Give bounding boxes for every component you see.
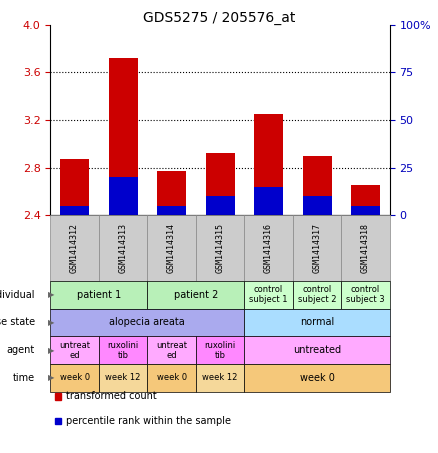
Bar xyxy=(205,196,235,215)
Bar xyxy=(60,206,89,215)
Bar xyxy=(351,185,380,215)
Text: GSM1414318: GSM1414318 xyxy=(361,223,370,273)
Text: disease state: disease state xyxy=(0,318,35,328)
Text: untreat
ed: untreat ed xyxy=(156,341,187,360)
Text: ruxolini
tib: ruxolini tib xyxy=(205,341,236,360)
Text: week 0: week 0 xyxy=(300,373,335,383)
Text: normal: normal xyxy=(300,318,334,328)
Text: GDS5275 / 205576_at: GDS5275 / 205576_at xyxy=(143,11,295,25)
Bar xyxy=(254,114,283,215)
Text: transformed count: transformed count xyxy=(66,391,157,401)
Text: alopecia areata: alopecia areata xyxy=(110,318,185,328)
Text: ▶: ▶ xyxy=(48,346,55,355)
Bar xyxy=(254,187,283,215)
Text: ▶: ▶ xyxy=(48,373,55,382)
Text: control
subject 2: control subject 2 xyxy=(298,285,336,304)
Text: GSM1414313: GSM1414313 xyxy=(119,223,127,273)
Bar xyxy=(109,177,138,215)
Bar xyxy=(157,171,186,215)
Bar xyxy=(303,196,332,215)
Text: week 12: week 12 xyxy=(202,373,238,382)
Text: untreated: untreated xyxy=(293,345,341,355)
Text: GSM1414314: GSM1414314 xyxy=(167,223,176,273)
Text: week 12: week 12 xyxy=(106,373,141,382)
Text: control
subject 1: control subject 1 xyxy=(249,285,288,304)
Text: ▶: ▶ xyxy=(48,318,55,327)
Text: agent: agent xyxy=(7,345,35,355)
Text: patient 2: patient 2 xyxy=(173,290,218,300)
Text: GSM1414312: GSM1414312 xyxy=(70,223,79,273)
Text: GSM1414317: GSM1414317 xyxy=(313,223,321,273)
Text: ruxolini
tib: ruxolini tib xyxy=(107,341,139,360)
Text: patient 1: patient 1 xyxy=(77,290,121,300)
Bar xyxy=(205,153,235,215)
Text: week 0: week 0 xyxy=(60,373,90,382)
Bar xyxy=(351,206,380,215)
Bar xyxy=(303,156,332,215)
Text: GSM1414315: GSM1414315 xyxy=(215,223,225,273)
Text: GSM1414316: GSM1414316 xyxy=(264,223,273,273)
Text: week 0: week 0 xyxy=(156,373,187,382)
Bar xyxy=(109,58,138,215)
Text: ▶: ▶ xyxy=(48,290,55,299)
Text: percentile rank within the sample: percentile rank within the sample xyxy=(66,416,231,426)
Text: time: time xyxy=(13,373,35,383)
Bar xyxy=(60,159,89,215)
Text: untreat
ed: untreat ed xyxy=(59,341,90,360)
Text: individual: individual xyxy=(0,290,35,300)
Text: control
subject 3: control subject 3 xyxy=(346,285,385,304)
Bar xyxy=(157,206,186,215)
